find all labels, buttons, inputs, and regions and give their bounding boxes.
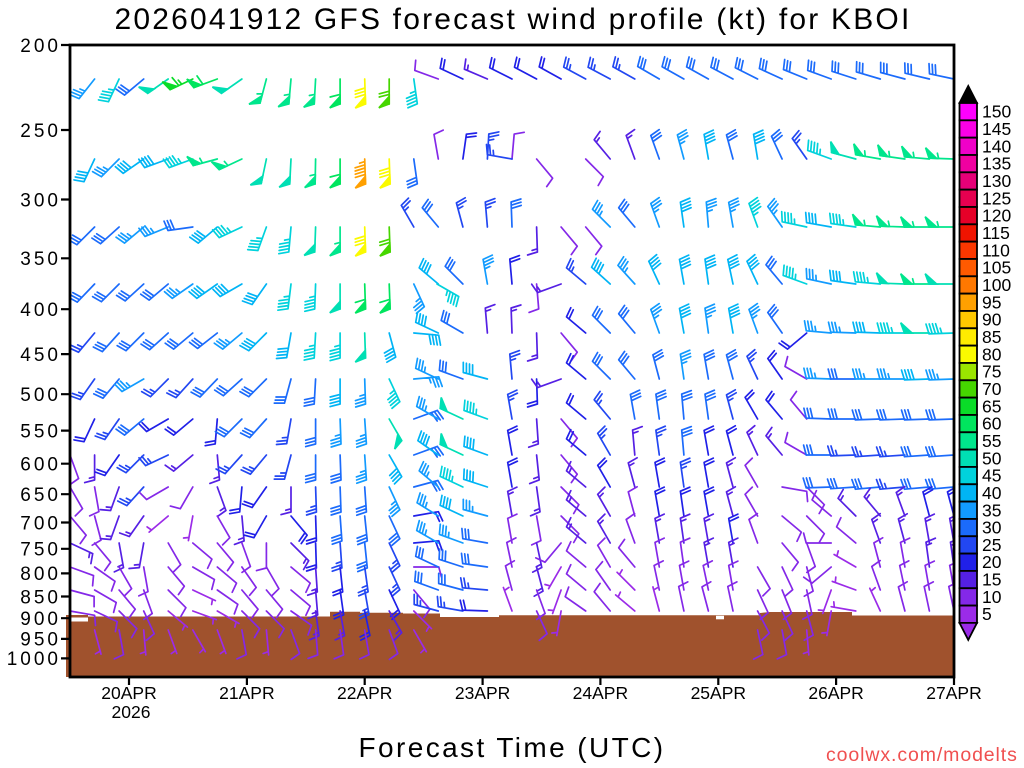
svg-text:900: 900 [20, 609, 61, 630]
svg-text:110: 110 [982, 240, 1010, 260]
svg-text:22APR: 22APR [337, 683, 392, 703]
svg-text:60: 60 [982, 414, 1002, 434]
svg-text:35: 35 [982, 500, 1001, 520]
svg-text:5: 5 [982, 604, 992, 624]
svg-text:75: 75 [982, 362, 1001, 382]
svg-text:25: 25 [982, 535, 1001, 555]
svg-text:55: 55 [982, 431, 1001, 451]
svg-text:800: 800 [20, 564, 61, 585]
svg-text:200: 200 [20, 36, 61, 57]
svg-text:23APR: 23APR [455, 683, 510, 703]
svg-text:700: 700 [20, 513, 61, 534]
svg-text:130: 130 [982, 171, 1011, 191]
svg-text:850: 850 [20, 587, 61, 608]
svg-text:21APR: 21APR [219, 683, 274, 703]
svg-text:550: 550 [20, 421, 61, 442]
svg-text:90: 90 [982, 310, 1002, 330]
svg-text:20APR: 20APR [101, 683, 156, 703]
svg-text:15: 15 [982, 570, 1001, 590]
svg-text:400: 400 [20, 300, 61, 321]
svg-text:1000: 1000 [7, 649, 61, 670]
svg-text:50: 50 [982, 448, 1002, 468]
svg-text:125: 125 [982, 188, 1011, 208]
svg-text:150: 150 [982, 102, 1011, 122]
svg-text:115: 115 [982, 223, 1010, 243]
svg-text:70: 70 [982, 379, 1002, 399]
svg-text:135: 135 [982, 154, 1011, 174]
svg-text:300: 300 [20, 190, 61, 211]
svg-text:80: 80 [982, 344, 1002, 364]
svg-text:45: 45 [982, 466, 1001, 486]
svg-text:2026041912 GFS forecast wind p: 2026041912 GFS forecast wind profile (kt… [115, 3, 912, 36]
svg-text:120: 120 [982, 206, 1011, 226]
svg-text:85: 85 [982, 327, 1001, 347]
svg-text:250: 250 [20, 121, 61, 142]
svg-text:650: 650 [20, 485, 61, 506]
svg-text:40: 40 [982, 483, 1002, 503]
svg-text:10: 10 [982, 587, 1002, 607]
svg-text:65: 65 [982, 396, 1001, 416]
svg-text:105: 105 [982, 258, 1011, 278]
svg-text:100: 100 [982, 275, 1011, 295]
svg-text:140: 140 [982, 136, 1011, 156]
svg-text:750: 750 [20, 540, 61, 561]
svg-text:350: 350 [20, 249, 61, 270]
svg-text:95: 95 [982, 292, 1001, 312]
svg-text:20: 20 [982, 552, 1002, 572]
svg-text:500: 500 [20, 385, 61, 406]
svg-text:30: 30 [982, 518, 1002, 538]
svg-text:25APR: 25APR [691, 683, 746, 703]
svg-text:450: 450 [20, 345, 61, 366]
svg-text:24APR: 24APR [573, 683, 628, 703]
svg-text:950: 950 [20, 630, 61, 651]
svg-text:27APR: 27APR [926, 683, 981, 703]
svg-text:coolwx.com/modelts: coolwx.com/modelts [826, 744, 1018, 766]
svg-text:2026: 2026 [112, 702, 151, 722]
svg-text:Forecast Time (UTC): Forecast Time (UTC) [359, 732, 666, 763]
svg-text:145: 145 [982, 119, 1011, 139]
svg-text:26APR: 26APR [808, 683, 863, 703]
svg-text:600: 600 [20, 455, 61, 476]
